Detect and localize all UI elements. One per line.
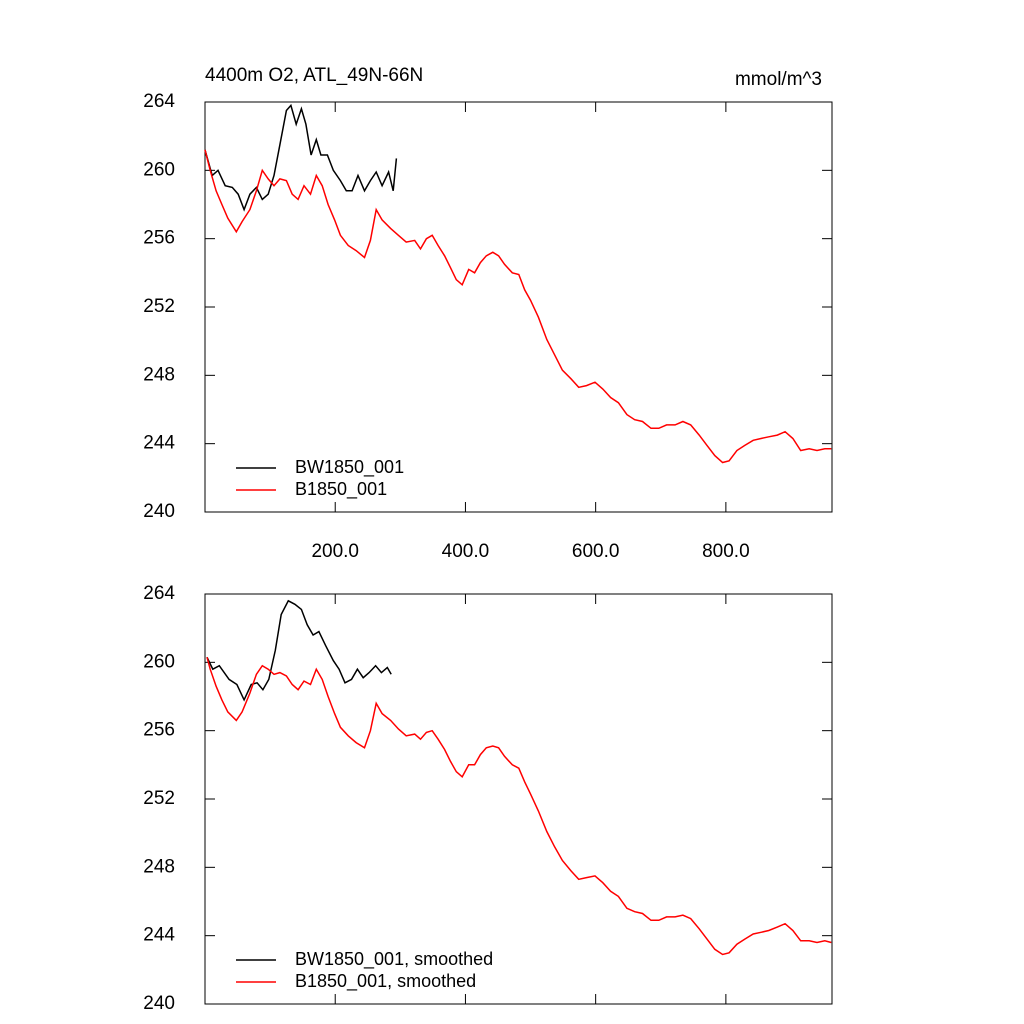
x-tick-label: 800.0 — [702, 541, 750, 562]
y-tick-label: 240 — [143, 501, 175, 522]
y-tick-label: 260 — [143, 651, 175, 672]
y-tick-label: 244 — [143, 925, 175, 946]
chart-title: 4400m O2, ATL_49N-66N — [205, 65, 423, 86]
data-line — [204, 149, 832, 464]
legend-label: BW1850_001 — [295, 457, 404, 478]
data-line — [204, 103, 398, 212]
x-tick-label: 400.0 — [442, 541, 490, 562]
y-tick-label: 264 — [143, 583, 175, 604]
data-line — [206, 599, 392, 702]
y-tick-label: 256 — [143, 228, 175, 249]
y-tick-label: 240 — [143, 993, 175, 1014]
y-tick-label: 264 — [143, 91, 175, 112]
y-tick-label: 260 — [143, 159, 175, 180]
x-tick-label: 600.0 — [572, 541, 620, 562]
y-tick-label: 252 — [143, 296, 175, 317]
units-label: mmol/m^3 — [735, 69, 822, 90]
legend-label: B1850_001 — [295, 479, 387, 500]
legend-label: BW1850_001, smoothed — [295, 949, 493, 970]
legend-label: B1850_001, smoothed — [295, 971, 476, 992]
plot-frame — [204, 593, 833, 1005]
data-line — [206, 657, 832, 956]
y-tick-label: 252 — [143, 788, 175, 809]
y-tick-label: 248 — [143, 856, 175, 877]
y-tick-label: 256 — [143, 720, 175, 741]
y-tick-label: 248 — [143, 364, 175, 385]
y-tick-label: 244 — [143, 433, 175, 454]
x-tick-label: 200.0 — [311, 541, 359, 562]
